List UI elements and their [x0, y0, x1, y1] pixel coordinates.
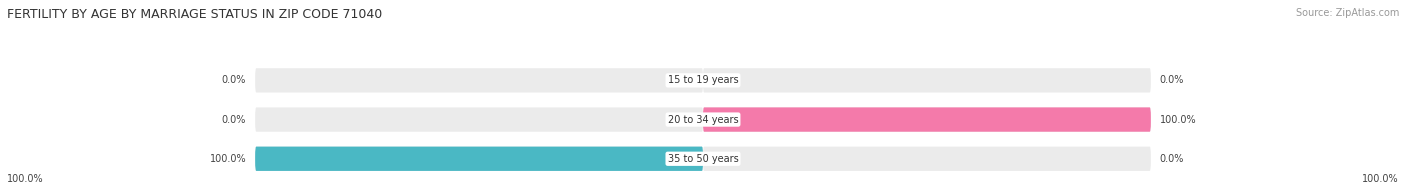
Text: 100.0%: 100.0% [1362, 174, 1399, 184]
Text: 0.0%: 0.0% [222, 114, 246, 125]
Text: 0.0%: 0.0% [1160, 154, 1184, 164]
FancyBboxPatch shape [703, 107, 1152, 132]
Text: 100.0%: 100.0% [7, 174, 44, 184]
Text: 100.0%: 100.0% [209, 154, 246, 164]
Text: 0.0%: 0.0% [222, 75, 246, 85]
Text: Source: ZipAtlas.com: Source: ZipAtlas.com [1295, 8, 1399, 18]
FancyBboxPatch shape [703, 147, 1152, 171]
Text: 100.0%: 100.0% [1160, 114, 1197, 125]
Text: 35 to 50 years: 35 to 50 years [668, 154, 738, 164]
Text: 0.0%: 0.0% [1160, 75, 1184, 85]
FancyBboxPatch shape [703, 107, 1152, 132]
FancyBboxPatch shape [254, 147, 703, 171]
Text: 20 to 34 years: 20 to 34 years [668, 114, 738, 125]
FancyBboxPatch shape [254, 147, 703, 171]
FancyBboxPatch shape [254, 68, 703, 93]
Text: 15 to 19 years: 15 to 19 years [668, 75, 738, 85]
Text: FERTILITY BY AGE BY MARRIAGE STATUS IN ZIP CODE 71040: FERTILITY BY AGE BY MARRIAGE STATUS IN Z… [7, 8, 382, 21]
FancyBboxPatch shape [254, 107, 703, 132]
FancyBboxPatch shape [703, 68, 1152, 93]
